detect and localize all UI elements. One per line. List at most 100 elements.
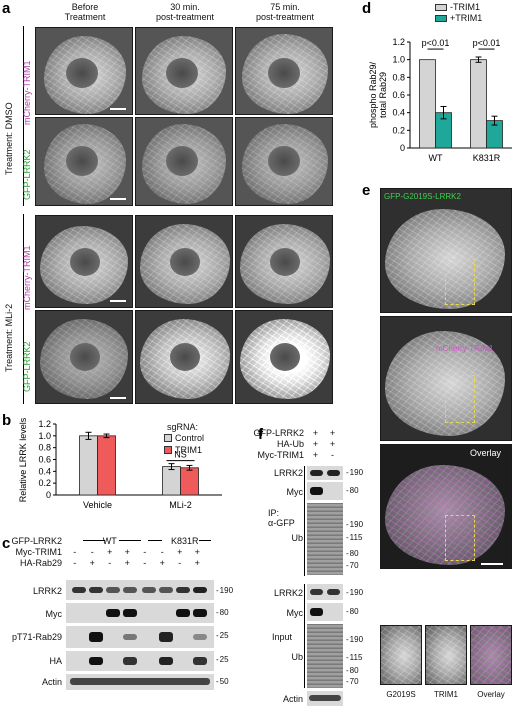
bar-trim1-wt <box>419 59 436 149</box>
blot-f-condition-cell: + <box>329 439 336 449</box>
blot-f-actin <box>307 691 343 706</box>
y-tick-label: 0.2 <box>38 478 51 488</box>
mw-f-in-70: 70 <box>346 678 359 686</box>
micrograph-mli2-trim1-before <box>35 215 133 308</box>
blot-c-condition-cell: + <box>194 547 200 557</box>
micrograph-e-gfp <box>380 188 512 313</box>
blot-f-condition-label: Myc-TRIM1 <box>257 450 305 460</box>
row-label-gfp-lrrk2-dmso: GFP-LRRK2 <box>22 149 32 200</box>
legend-label-minus-trim1: -TRIM1 <box>450 2 480 12</box>
blot-f-label-actin: Actin <box>282 694 303 704</box>
mw-f-ip-115: 115 <box>346 534 363 542</box>
blot-f-ip-myc <box>307 482 343 500</box>
k831r-line-right <box>199 540 211 541</box>
blot-f-condition-cell: + <box>312 439 319 449</box>
blot-f-ip-lrrk2 <box>307 466 343 480</box>
legend-swatch-trim1 <box>164 446 172 454</box>
blot-c-condition-cell: - <box>178 558 182 568</box>
blot-c-condition-cell: - <box>143 558 147 568</box>
blot-c-condition-cell: - <box>108 558 112 568</box>
dmso-bracket <box>23 26 24 206</box>
legend-swatch-control <box>164 434 172 442</box>
blot-c-condition-cell: + <box>177 547 183 557</box>
blot-f-ip-label-ub: Ub <box>291 533 303 543</box>
mw-f-ip-190: 190 <box>346 469 363 477</box>
blot-c-condition-cell: + <box>124 547 130 557</box>
inset-label-g2019s: G2019S <box>386 690 416 699</box>
p-value-label: p<0.01 <box>422 38 450 48</box>
blot-c-condition-cell: - <box>90 547 94 557</box>
panel-e-letter: e <box>362 182 371 199</box>
zoom-box <box>445 375 475 423</box>
panel-b-letter: b <box>2 412 12 429</box>
ns-label: NS <box>174 450 187 460</box>
y-tick-label: 1.2 <box>38 419 51 429</box>
micrograph-dmso-lrrk2-75min <box>235 117 333 206</box>
legend-swatch-minus-trim1 <box>435 4 447 11</box>
mw-f-ip-80: 80 <box>346 487 359 495</box>
mli2-bracket <box>23 214 24 404</box>
blot-c-ha <box>66 651 214 671</box>
y-axis-label-line2: total Rab29 <box>378 72 388 118</box>
panel-f-letter: f <box>258 426 263 443</box>
blot-c-label-myc: Myc <box>45 609 63 619</box>
mw-f-ip-190b: 190 <box>346 521 363 529</box>
blot-c-condition-cell: - <box>73 547 77 557</box>
label-overlay: Overlay <box>470 448 502 458</box>
y-tick-label: 0.4 <box>392 108 405 118</box>
scale-bar <box>110 300 126 302</box>
blot-f-input-label-lrrk2: LRRK2 <box>273 588 303 598</box>
y-tick-label: 0.8 <box>392 72 405 82</box>
legend-swatch-plus-trim1 <box>435 15 447 22</box>
blot-f-condition-cell: + <box>312 450 319 460</box>
mw-c-25a: 25 <box>216 632 229 640</box>
scale-bar <box>481 563 503 565</box>
micrograph-mli2-trim1-30min <box>135 215 233 308</box>
blot-f-condition-cell: + <box>312 428 319 438</box>
blot-f-condition-cell: + <box>329 428 336 438</box>
blot-c-condition-cell: - <box>160 547 164 557</box>
blot-c-lrrk2 <box>66 580 214 600</box>
y-axis-label: Relative LRRK levels <box>18 417 28 502</box>
treatment-label-dmso: Treatment: DMSO <box>4 102 14 175</box>
x-tick-label-wt: WT <box>429 153 443 163</box>
row-label-mcherry-trim1-dmso: mCherry-TRIM1 <box>22 60 32 126</box>
chart-relative-lrrk-levels: 0 0.2 0.40.6 0.8 1.0 1.2 Vehicle MLi-2 NS Relativ… <box>18 417 222 510</box>
mw-c-50: 50 <box>216 678 229 686</box>
zoom-box <box>445 259 475 305</box>
micrograph-dmso-trim1-75min <box>235 27 333 115</box>
treatment-label-mli2: Treatment: MLi-2 <box>4 303 14 372</box>
x-tick-label-mli2: MLi-2 <box>169 500 192 510</box>
input-bracket <box>304 584 305 688</box>
micrograph-dmso-trim1-30min <box>135 27 233 115</box>
blot-c-label-pt71-rab29: pT71-Rab29 <box>11 632 62 642</box>
mw-f-in-190: 190 <box>346 589 363 597</box>
blot-f-input-label-ub: Ub <box>291 652 303 662</box>
blot-c-condition-cell: K831R <box>171 536 199 546</box>
y-tick-label: 1.2 <box>392 37 405 47</box>
mw-f-ip-70: 70 <box>346 562 359 570</box>
y-tick-label: 1.0 <box>392 55 405 65</box>
blot-c-label-actin: Actin <box>41 677 62 687</box>
legend-label-trim1: TRIM1 <box>175 445 202 455</box>
blot-c-condition-cell: + <box>194 558 200 568</box>
bar-trim1-k831r <box>470 59 487 149</box>
scale-bar <box>110 397 126 399</box>
blot-f-ip-ub <box>307 503 343 575</box>
y-tick-label: 0.6 <box>38 455 51 465</box>
inset-g2019s <box>380 625 422 685</box>
legend-title: sgRNA: <box>167 422 199 432</box>
inset-label-overlay: Overlay <box>477 690 505 699</box>
y-tick-label: 1.0 <box>38 431 51 441</box>
blot-c-condition-table: GFP-LRRK2 WT K831R Myc-TRIM1- - + + - - + + HA-Rab2… <box>0 536 250 576</box>
blot-f-condition-table: GFP-LRRK2 + + HA-Ub + + Myc-TRIM1 + - <box>252 428 382 466</box>
micrograph-mli2-lrrk2-30min <box>135 310 233 404</box>
label-mcherry-trim1: mCherry-TRIM1 <box>436 344 494 353</box>
micrograph-e-mcherry <box>380 316 512 441</box>
scale-bar <box>110 198 126 200</box>
legend-label-control: Control <box>175 433 205 443</box>
blot-f-condition-label: GFP-LRRK2 <box>253 428 304 438</box>
col-header-75min: 75 min. post-treatment <box>255 2 315 22</box>
wt-line-left <box>83 540 105 541</box>
y-tick-label: 0 <box>46 490 51 500</box>
